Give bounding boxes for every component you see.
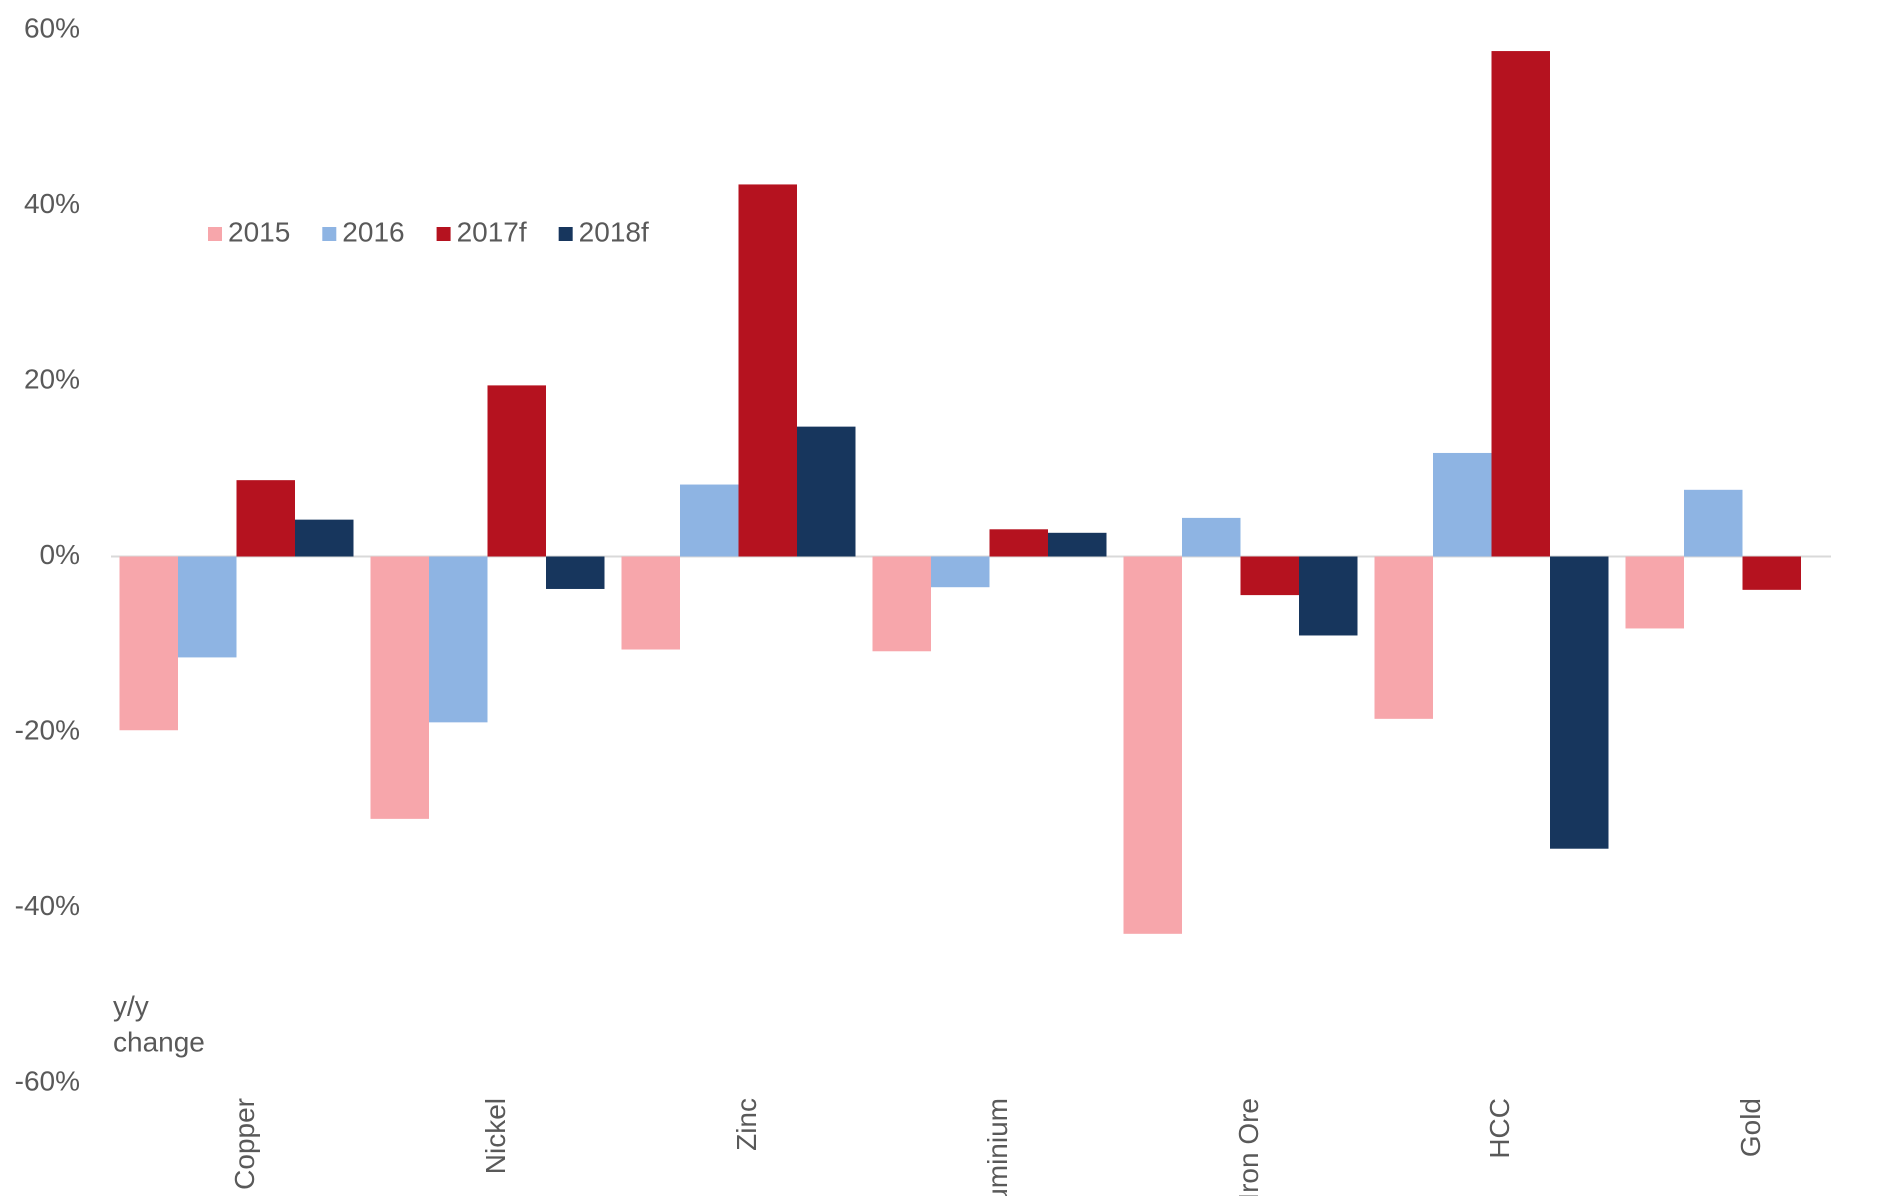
y-tick-label: 0% <box>40 539 80 570</box>
legend-label: 2016 <box>342 216 404 247</box>
bar <box>1299 556 1358 636</box>
bar <box>1684 489 1743 557</box>
y-tick-label: 20% <box>24 363 80 394</box>
bar <box>178 556 237 658</box>
x-tick-label: Iron Ore <box>1233 1098 1264 1196</box>
bar <box>931 556 990 588</box>
y-tick-label: 40% <box>24 188 80 219</box>
bar <box>487 385 546 557</box>
bar <box>1433 452 1492 557</box>
bar <box>1240 556 1299 596</box>
bar <box>797 426 856 557</box>
bar <box>1742 556 1801 590</box>
bar <box>295 519 354 557</box>
bar <box>546 556 605 589</box>
legend-swatch <box>322 227 337 241</box>
bar <box>1491 51 1550 557</box>
legend-label: 2017f <box>457 216 527 247</box>
x-tick-label: Nickel <box>480 1098 511 1174</box>
x-tick-label: Zinc <box>731 1098 762 1151</box>
x-tick-label: Gold <box>1735 1098 1766 1157</box>
bar <box>236 480 295 557</box>
legend-swatch <box>436 227 451 241</box>
bar <box>119 556 178 731</box>
bar <box>621 556 680 650</box>
bar <box>1625 556 1684 629</box>
bar <box>680 484 739 557</box>
bar <box>1123 556 1182 934</box>
y-tick-label: 60% <box>24 12 80 43</box>
legend-label: 2018f <box>579 216 649 247</box>
axis-annotation: change <box>113 1026 205 1057</box>
legend-swatch <box>208 227 222 241</box>
bar <box>370 556 429 819</box>
bar <box>738 184 797 557</box>
bar <box>1374 556 1433 719</box>
bar <box>1182 517 1241 557</box>
x-tick-label: Copper <box>229 1098 260 1190</box>
bar <box>989 529 1048 557</box>
bar <box>429 556 488 723</box>
x-tick-label: Aluminium <box>982 1098 1013 1196</box>
axis-annotation: y/y <box>113 990 149 1021</box>
legend-label: 2015 <box>228 216 290 247</box>
y-tick-label: -60% <box>15 1065 80 1096</box>
y-tick-label: -40% <box>15 890 80 921</box>
bar <box>872 556 931 652</box>
bar <box>1048 532 1107 557</box>
x-tick-label: HCC <box>1484 1098 1515 1159</box>
legend-swatch <box>558 227 573 241</box>
bar <box>1550 556 1609 849</box>
y-tick-label: -20% <box>15 714 80 745</box>
